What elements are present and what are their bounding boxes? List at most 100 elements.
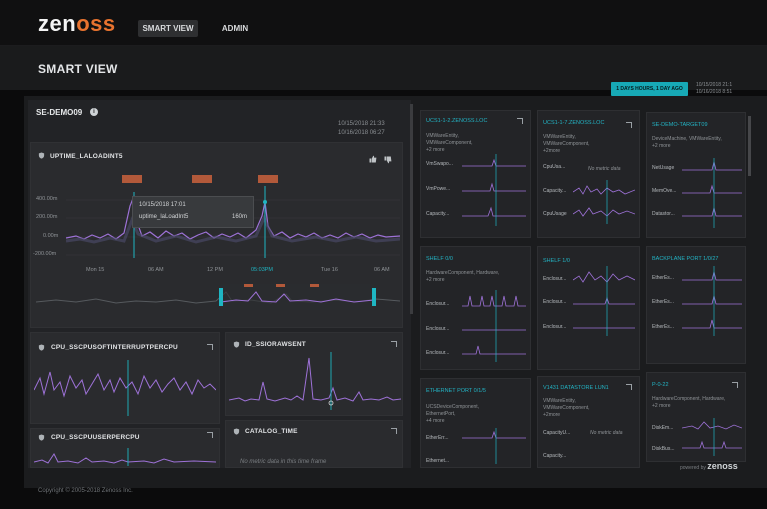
chart-plot[interactable]: [34, 360, 216, 416]
sparkline: [462, 290, 526, 362]
tile-title[interactable]: UCS1-1-2.ZENOSS.LOC: [426, 118, 488, 124]
device-tile[interactable]: [537, 110, 640, 238]
tile-title[interactable]: SE-DEMO-TARGET09: [652, 122, 708, 128]
metric-row-label: VmPowe...: [426, 186, 451, 192]
metric-row-label: Capacity...: [426, 211, 450, 217]
device-tile[interactable]: [420, 110, 531, 238]
device-tile[interactable]: [646, 246, 746, 364]
tile-subtitle: HardwareComponent, Hardware, +2 more: [426, 270, 500, 283]
expand-icon[interactable]: [207, 344, 213, 350]
shield-icon: [233, 341, 240, 348]
thumbs-down-icon[interactable]: [384, 156, 392, 164]
chart-card-title: CATALOG_TIME: [245, 428, 298, 435]
metric-row-label: Enclosur...: [543, 299, 567, 305]
device-tile[interactable]: [420, 378, 531, 468]
time-brush[interactable]: [36, 282, 400, 312]
sparkline: [682, 418, 742, 456]
expand-icon[interactable]: [517, 118, 523, 124]
chart-card: [30, 332, 220, 424]
footer-copyright: Copyright © 2005-2018 Zenoss Inc.: [38, 488, 133, 494]
shield-icon: [38, 434, 45, 441]
metric-row-label: Capacity...: [543, 453, 567, 459]
thumbs-up-icon[interactable]: [369, 155, 377, 163]
metric-row-label: Enclosur...: [543, 276, 567, 282]
metric-row-label: MemOve...: [652, 188, 677, 194]
device-tile[interactable]: [646, 372, 746, 462]
metric-row-label: EtherEs...: [652, 324, 674, 330]
event-marker[interactable]: [122, 175, 142, 183]
y-tick: -200.00m: [33, 251, 57, 257]
expand-icon[interactable]: [732, 382, 738, 388]
zenoss-logo[interactable]: zenoss: [38, 11, 116, 36]
tile-title[interactable]: UCS1-1-7.ZENOSS.LOC: [543, 120, 605, 126]
no-data-message: No metric data in this time frame: [240, 459, 327, 465]
metric-row-label: Enclosur...: [543, 324, 567, 330]
time-range-readout: 10/15/2018 21:1 10/16/2018 8:51: [696, 82, 733, 95]
x-tick: 05:03PM: [251, 267, 274, 273]
chart-card: [225, 420, 403, 468]
tile-scrollbar[interactable]: [748, 116, 751, 176]
tile-title[interactable]: V1431 DATASTORE LUN1: [543, 385, 609, 391]
x-tick: 06 AM: [374, 267, 390, 273]
tile-subtitle: VMWareEntity, VMWareComponent, +2more: [543, 134, 590, 154]
no-data-note: No metric data: [590, 430, 623, 436]
shield-icon: [233, 428, 240, 435]
device-tile[interactable]: [537, 246, 640, 370]
time-range-button[interactable]: 1 DAYS HOURS, 1 DAY AGO: [611, 82, 688, 96]
metric-row-label: Enclosur...: [426, 350, 450, 356]
expand-icon[interactable]: [626, 122, 632, 128]
expand-icon[interactable]: [391, 341, 397, 347]
device-tile[interactable]: [420, 246, 531, 370]
metric-row-label: Capacity...: [543, 188, 567, 194]
top-bar: zenoss SMART VIEW ADMIN: [0, 0, 767, 46]
tile-subtitle: DeviceMachine, VMWareEntity, +2 more: [652, 136, 722, 149]
tile-title[interactable]: SHELF 0/0: [426, 256, 453, 262]
sparkline: [462, 154, 526, 226]
expand-icon[interactable]: [391, 428, 397, 434]
sparkline: [573, 266, 635, 336]
metric-row-label: CpuUsa...: [543, 164, 566, 170]
metric-row-label: Datastor...: [652, 211, 675, 217]
tile-subtitle: VMWareEntity, VMWareComponent, +2 more: [426, 133, 473, 153]
chart-card-title: ID_SSIORAWSENT: [245, 341, 306, 348]
metric-row-label: NetUsage: [652, 165, 675, 171]
sparkline: [682, 266, 742, 336]
tab-smart-view[interactable]: SMART VIEW: [138, 20, 198, 37]
tile-title[interactable]: P-0-22: [652, 382, 669, 388]
expand-icon[interactable]: [207, 432, 213, 438]
dashboard-scrollbar[interactable]: [410, 104, 413, 314]
dashboard-time-range: 10/15/2018 21:33 10/16/2018 06:27: [338, 121, 385, 136]
device-tile[interactable]: [537, 376, 640, 468]
metric-row-label: Enclosur...: [426, 301, 450, 307]
metric-row-label: CapacityU...: [543, 430, 571, 436]
device-tile[interactable]: [646, 112, 746, 238]
metric-row-label: EtherEs...: [652, 275, 674, 281]
no-data-note: No metric data: [588, 166, 621, 172]
powered-by: powered by zenoss: [680, 461, 738, 471]
shield-icon: [38, 344, 45, 351]
y-tick: 400.00m: [36, 196, 58, 202]
x-tick: Tue 16: [321, 267, 338, 273]
tile-title[interactable]: ETHERNET PORT 0/1/5: [426, 388, 486, 394]
chart-card-title: CPU_SSCPUUSERPERCPU: [51, 434, 140, 441]
tab-admin[interactable]: ADMIN: [221, 24, 249, 33]
chart-card: [225, 332, 403, 416]
event-marker[interactable]: [192, 175, 212, 183]
metric-row-label: Ethernet...: [426, 458, 450, 464]
tile-subtitle: VMWareEntity, VMWareComponent, +2more: [543, 398, 590, 418]
chart-tooltip: 10/15/2018 17:01 uptime_laLoadInt5 160m: [132, 196, 254, 228]
chart-card-title: CPU_SSCPUSOFTINTERRUPTPERCPU: [51, 344, 178, 351]
sparkline: [462, 428, 526, 464]
tile-title[interactable]: BACKPLANE PORT 1/0/27: [652, 256, 719, 262]
chart-plot[interactable]: [229, 352, 401, 410]
sparkline: [682, 158, 742, 228]
tile-title[interactable]: SHELF 1/0: [543, 258, 570, 264]
metric-row-label: Enclosur...: [426, 326, 450, 332]
expand-icon[interactable]: [626, 384, 632, 390]
event-marker[interactable]: [258, 175, 278, 183]
x-tick: 12 PM: [207, 267, 223, 273]
info-icon[interactable]: i: [90, 108, 98, 116]
page-title: SMART VIEW: [38, 62, 118, 76]
chart-plot[interactable]: [34, 448, 216, 466]
metric-row-label: EtherEs...: [652, 299, 674, 305]
